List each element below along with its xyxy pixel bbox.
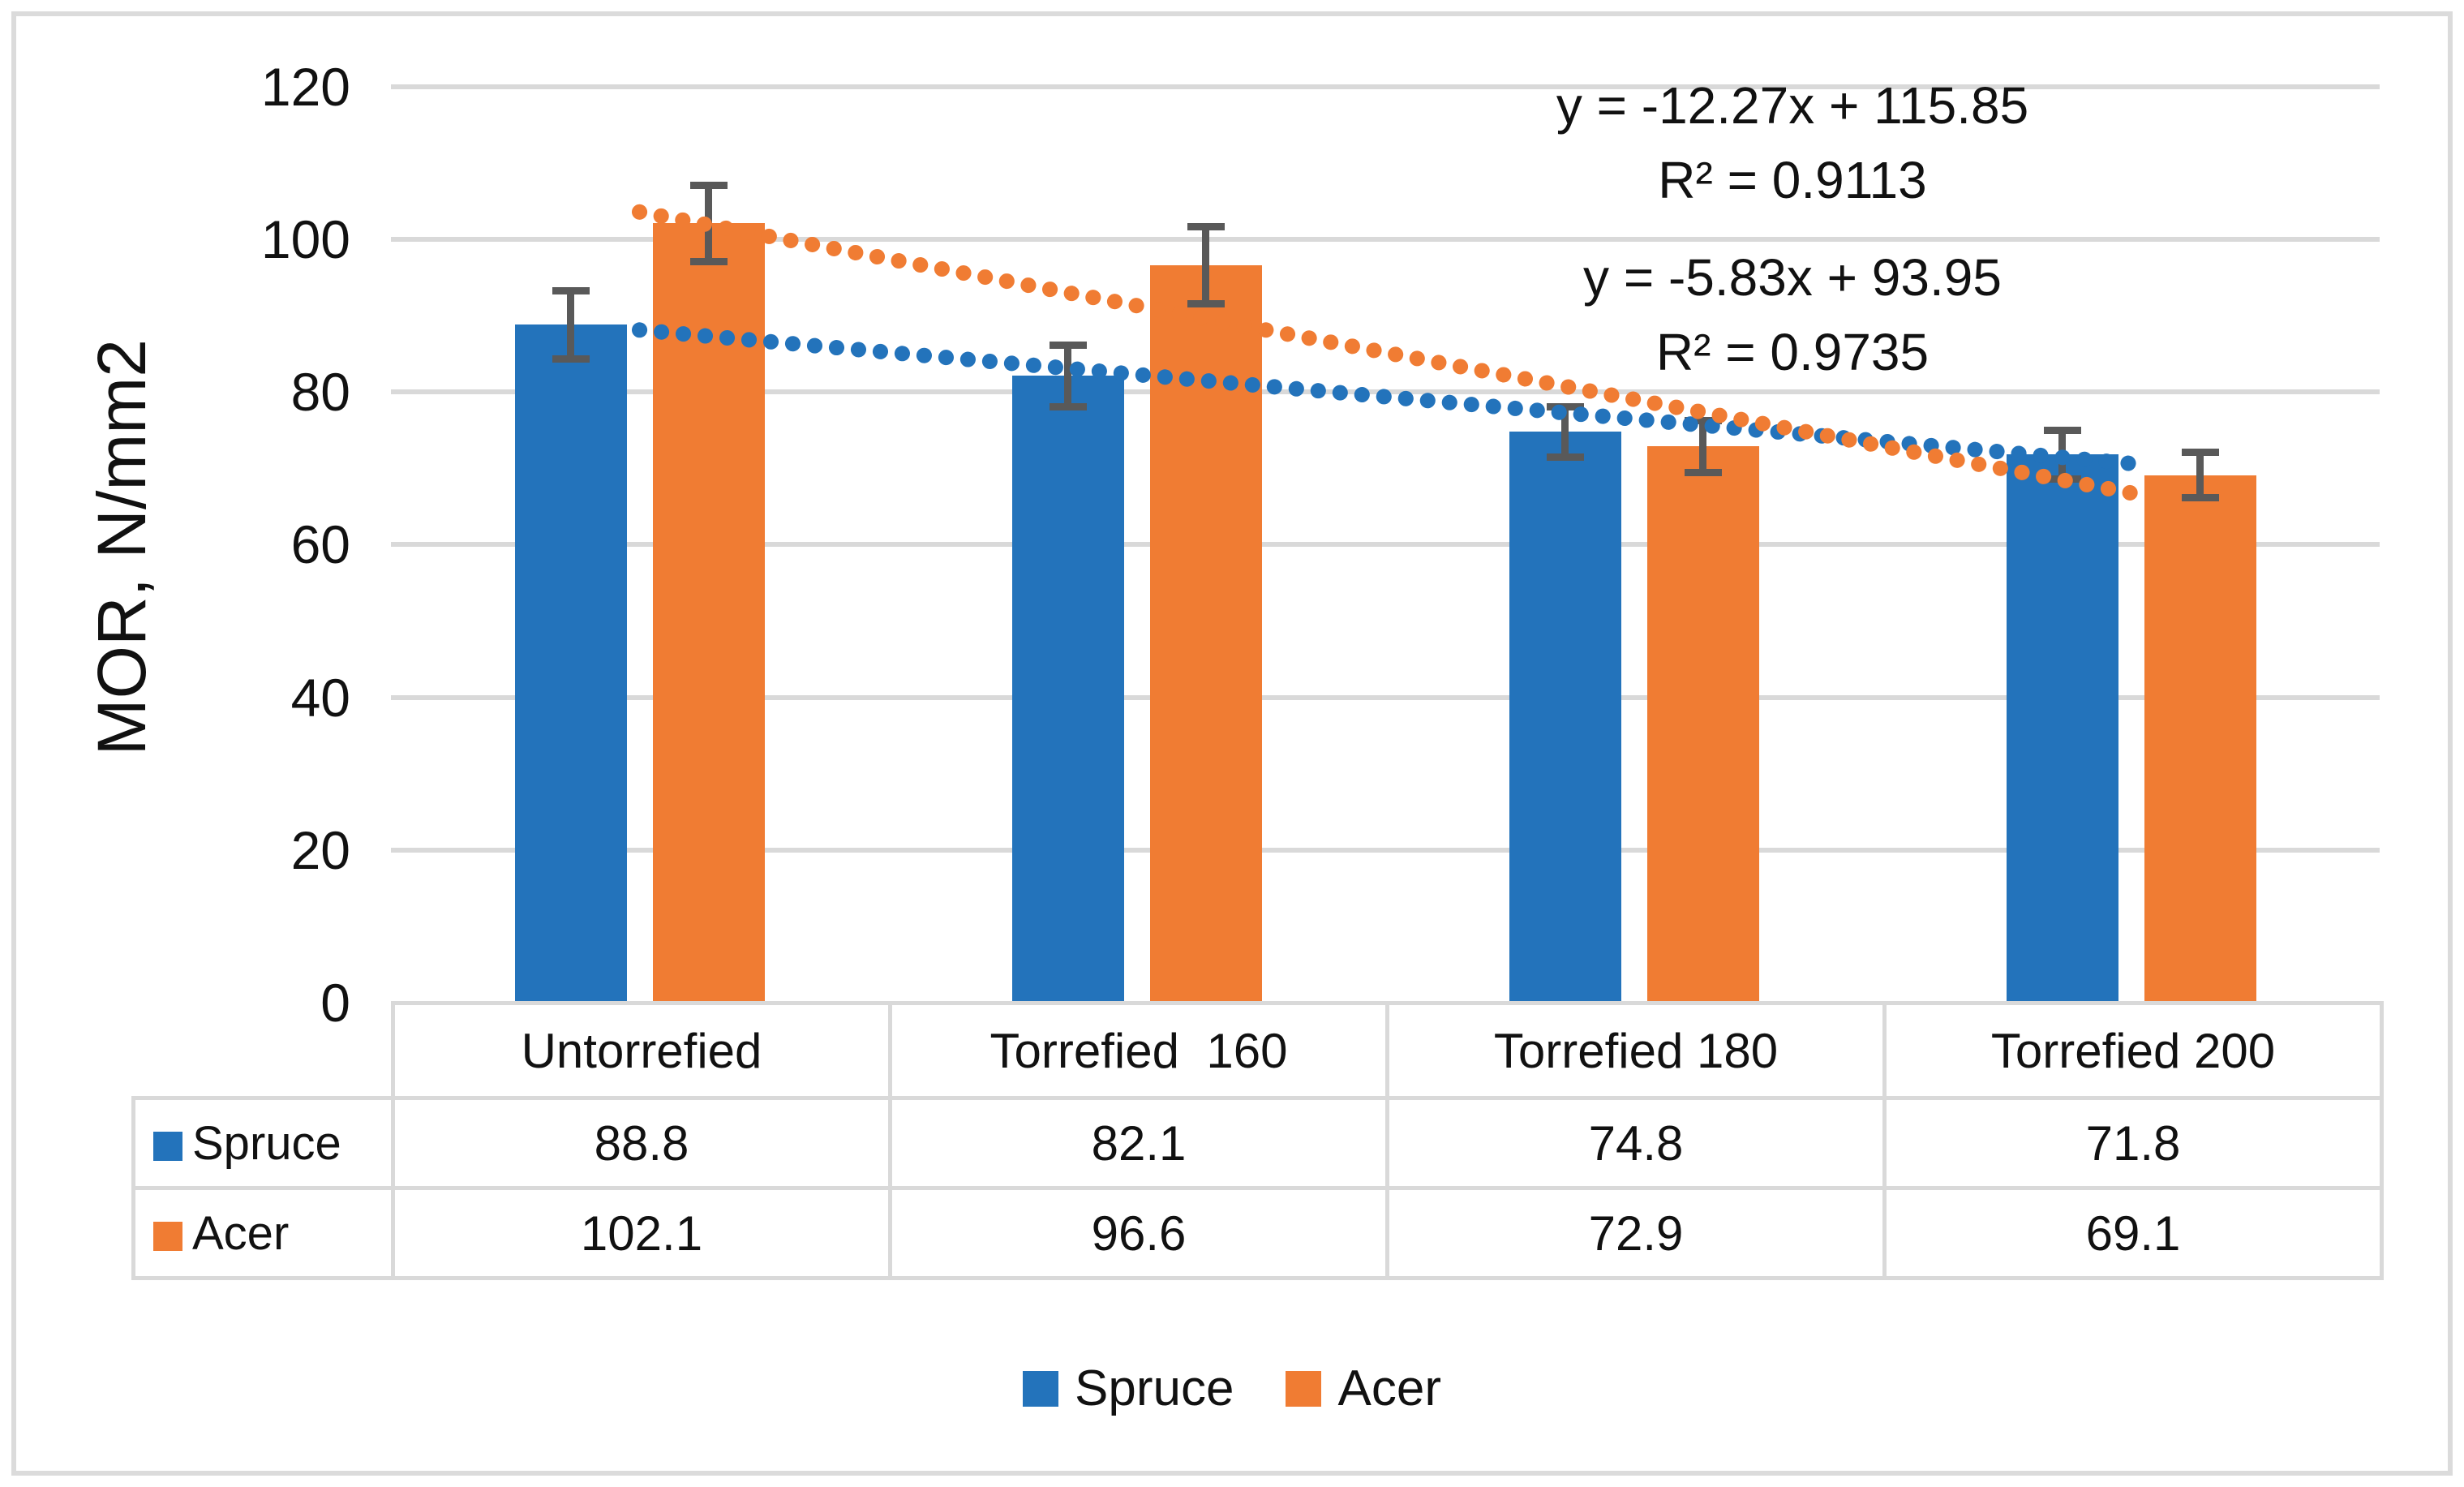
- error-bar-cap-top: [2181, 449, 2219, 457]
- table-value-acer-3: 72.9: [1385, 1186, 1887, 1280]
- y-tick-label-40: 40: [290, 667, 350, 728]
- y-axis-title-wrap: MOR, N/mm2: [45, 207, 199, 888]
- error-bar-cap-top: [552, 286, 590, 294]
- error-bar-spruce-1: [567, 290, 574, 359]
- table-row-spruce: Spruce 88.8 82.1 74.8 71.8: [131, 1096, 2384, 1190]
- error-bar-cap-bottom: [1546, 453, 1584, 461]
- bar-acer-2: [1149, 264, 1262, 1003]
- bar-spruce-4: [2006, 454, 2118, 1003]
- table-value-acer-1: 102.1: [391, 1186, 892, 1280]
- table-value-spruce-4: 71.8: [1882, 1096, 2384, 1190]
- y-tick-label-100: 100: [260, 209, 350, 269]
- spruce-equation-block: y = -5.83x + 93.95 R² = 0.9735: [1444, 240, 2141, 389]
- table-header-category-4: Torrefied 200: [1882, 1001, 2384, 1100]
- y-axis-title: MOR, N/mm2: [83, 339, 160, 756]
- spruce-trendline-equation: y = -5.83x + 93.95: [1583, 248, 2002, 307]
- error-bar-cap-top: [1049, 342, 1087, 350]
- error-bar-spruce-4: [2058, 430, 2066, 479]
- table-value-spruce-2: 82.1: [888, 1096, 1389, 1190]
- table-header-category-2: Torrefied 160: [888, 1001, 1389, 1100]
- legend-swatch-spruce-icon: [1023, 1370, 1059, 1407]
- error-bar-acer-1: [705, 185, 712, 262]
- error-bar-spruce-2: [1064, 345, 1071, 407]
- gridline-60: [391, 542, 2380, 548]
- table-value-spruce-1: 88.8: [391, 1096, 892, 1190]
- error-bar-cap-bottom: [1049, 402, 1087, 410]
- trendline-equations: y = -12.27x + 115.85 R² = 0.9113 y = -5.…: [1444, 68, 2141, 412]
- table-header-category-3: Torrefied 180: [1385, 1001, 1887, 1100]
- error-bar-spruce-3: [1561, 406, 1569, 458]
- data-table: Untorrefied Torrefied 160 Torrefied 180 Tor…: [131, 1001, 2384, 1280]
- bar-spruce-3: [1509, 432, 1621, 1003]
- bar-acer-3: [1646, 446, 1759, 1003]
- gridline-120: [391, 84, 2380, 89]
- bar-spruce-1: [514, 324, 627, 1003]
- acer-trendline-equation: y = -12.27x + 115.85: [1556, 76, 2029, 135]
- error-bar-cap-top: [689, 181, 728, 189]
- acer-swatch-icon: [153, 1221, 182, 1251]
- acer-equation-block: y = -12.27x + 115.85 R² = 0.9113: [1444, 68, 2141, 217]
- table-blank-corner: [134, 1004, 393, 1098]
- data-table-wrap: Untorrefied Torrefied 160 Torrefied 180 Tor…: [131, 1001, 2384, 1280]
- bar-spruce-2: [1011, 376, 1124, 1003]
- table-value-spruce-3: 74.8: [1385, 1096, 1887, 1190]
- acer-r-squared: R² = 0.9113: [1658, 151, 1927, 209]
- error-bar-cap-bottom: [1684, 468, 1722, 476]
- error-bar-acer-2: [1202, 226, 1209, 304]
- error-bar-cap-bottom: [2043, 475, 2081, 483]
- spruce-swatch-icon: [153, 1131, 182, 1161]
- error-bar-cap-bottom: [2181, 494, 2219, 502]
- y-tick-label-60: 60: [290, 514, 350, 575]
- y-tick-label-20: 20: [290, 819, 350, 880]
- bar-acer-1: [652, 223, 765, 1003]
- gridline-20: [391, 847, 2380, 853]
- error-bar-acer-4: [2196, 452, 2204, 498]
- chart-legend: Spruce Acer: [0, 1360, 2464, 1417]
- error-bar-cap-top: [1187, 223, 1225, 231]
- error-bar-cap-bottom: [1187, 299, 1225, 307]
- spruce-r-squared: R² = 0.9735: [1655, 323, 1930, 381]
- gridline-40: [391, 694, 2380, 700]
- error-bar-cap-bottom: [689, 257, 728, 265]
- y-tick-label-120: 120: [260, 56, 350, 117]
- bar-acer-4: [2144, 475, 2256, 1003]
- error-bar-cap-top: [2043, 426, 2081, 434]
- legend-swatch-acer-icon: [1286, 1370, 1322, 1407]
- error-bar-acer-3: [1699, 420, 1706, 472]
- table-value-acer-2: 96.6: [888, 1186, 1389, 1280]
- legend-label-spruce: Spruce: [1075, 1360, 1234, 1416]
- series-label-acer: Acer: [131, 1186, 395, 1280]
- error-bar-cap-bottom: [552, 355, 590, 363]
- legend-item-spruce: Spruce: [1023, 1360, 1234, 1417]
- series-label-spruce: Spruce: [131, 1096, 395, 1190]
- y-tick-label-80: 80: [290, 362, 350, 423]
- table-value-acer-4: 69.1: [1882, 1186, 2384, 1280]
- y-tick-label-0: 0: [320, 973, 350, 1033]
- legend-item-acer: Acer: [1286, 1360, 1441, 1417]
- table-header-category-1: Untorrefied: [391, 1001, 892, 1100]
- legend-label-acer: Acer: [1337, 1360, 1441, 1416]
- error-bar-cap-top: [1684, 416, 1722, 424]
- table-row-acer: Acer 102.1 96.6 72.9 69.1: [131, 1186, 2384, 1280]
